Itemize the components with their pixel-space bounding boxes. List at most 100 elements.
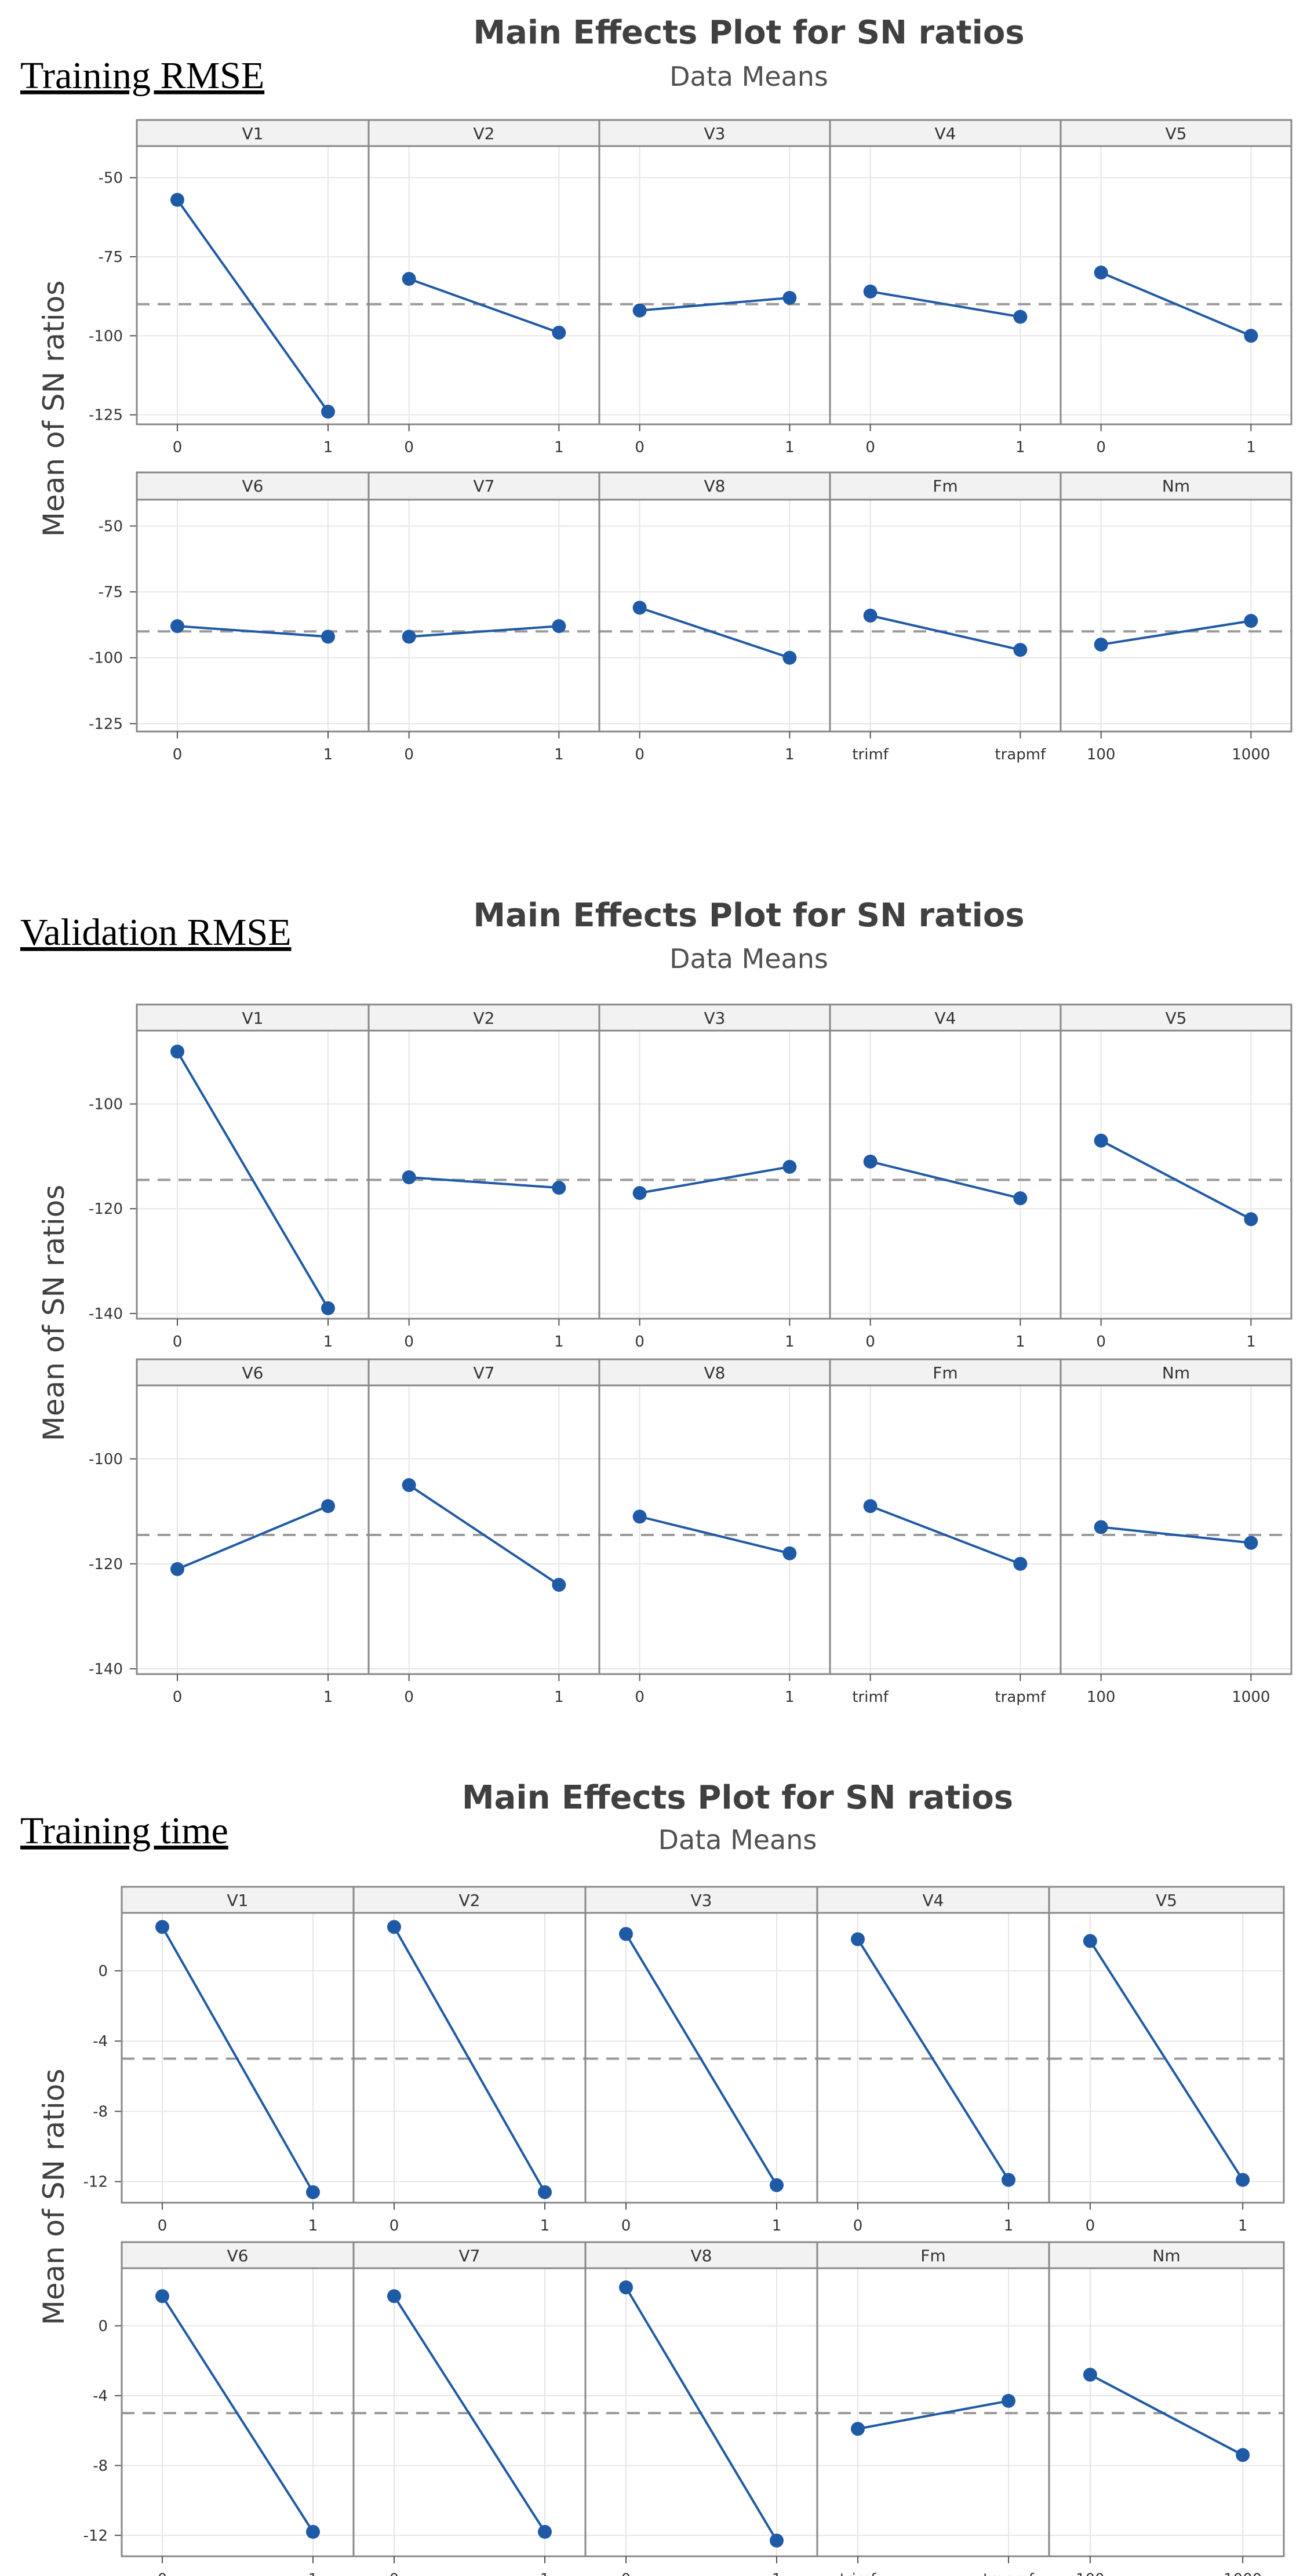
y-axis-label: Mean of SN ratios	[37, 2069, 71, 2326]
effect-line	[857, 2399, 1009, 2431]
panel-factor-name: Fm	[920, 2246, 945, 2265]
panel-factor-name: V3	[704, 1009, 726, 1028]
data-point	[321, 1499, 335, 1513]
chart-subtitle: Data Means	[669, 61, 828, 92]
x-tick-label: 1	[1015, 439, 1025, 456]
x-tick-label: 100	[1076, 2571, 1105, 2576]
panel-strip	[816, 2241, 1050, 2269]
panel-factor-name: V6	[242, 476, 264, 496]
data-point	[306, 2524, 320, 2539]
x-tick-label: 0	[404, 1689, 414, 1706]
data-point	[632, 601, 647, 615]
data-point	[863, 1154, 878, 1169]
data-point	[170, 1562, 184, 1576]
effect-line	[869, 1505, 1021, 1565]
x-tick-label: 0	[158, 2217, 168, 2235]
x-tick-label: 1	[1246, 1333, 1256, 1351]
y-tick-label: -125	[89, 407, 123, 424]
x-tick-label: 100	[1087, 746, 1116, 763]
panel-factor-name: V3	[691, 1891, 712, 1910]
panel-strip	[584, 1886, 818, 1914]
x-tick-label: 1000	[1224, 2571, 1262, 2576]
x-tick-label: 0	[1096, 439, 1106, 456]
panel-factor-name: V8	[704, 476, 726, 496]
data-point	[170, 1045, 184, 1059]
data-point	[155, 1920, 169, 1934]
data-point	[770, 2533, 784, 2548]
panel-frame	[829, 1384, 1062, 1675]
panel-strip	[136, 471, 370, 501]
data-point	[1094, 1133, 1108, 1148]
y-tick-label: -50	[99, 170, 123, 187]
data-point	[1244, 614, 1258, 628]
chart-title: Main Effects Plot for SN ratios	[462, 1779, 1013, 1817]
effect-line	[177, 625, 329, 638]
x-tick-label: 1	[1004, 2217, 1014, 2235]
panel-v6: V6 0 1	[136, 471, 370, 763]
panel-strip	[829, 1358, 1062, 1387]
x-tick-label: 0	[173, 1333, 183, 1351]
panel-v2: V2 0 1	[367, 1003, 600, 1351]
y-tick-label: -12	[83, 2527, 108, 2545]
x-tick-label: 0	[404, 746, 414, 763]
effect-line	[639, 1515, 790, 1555]
panel-strip	[1048, 1886, 1285, 1914]
panel-strip	[136, 119, 370, 147]
x-tick-label: 1	[1246, 439, 1256, 456]
y-tick-label: -100	[89, 650, 123, 667]
panel-v6: V6 0 1	[121, 2241, 355, 2576]
panel-strip	[352, 2241, 587, 2269]
panel-factor-name: V5	[1166, 1009, 1187, 1028]
panel-factor-name: V8	[704, 1363, 726, 1382]
data-point	[321, 405, 335, 419]
panel-factor-name: V7	[474, 476, 495, 496]
panel-v4: V4 0 1	[829, 1003, 1062, 1351]
data-point	[1013, 1556, 1028, 1571]
chart-title: Main Effects Plot for SN ratios	[473, 14, 1024, 52]
panel-v3: V3 0 1	[584, 1886, 818, 2235]
effect-line	[409, 625, 559, 638]
panel-factor-name: V4	[935, 1009, 956, 1028]
chart-training_rmse: Training RMSE Main Effects Plot for SN ra…	[20, 14, 1293, 763]
x-tick-label: 0	[173, 439, 183, 456]
effect-line	[176, 199, 329, 413]
x-tick-label: 0	[635, 1689, 645, 1706]
panel-factor-name: V1	[242, 1009, 264, 1028]
x-tick-label: 1	[554, 1689, 564, 1706]
x-tick-label: 1	[554, 746, 564, 763]
y-tick-label: -140	[89, 1305, 123, 1323]
data-point	[619, 2280, 633, 2295]
panel-v1: V1 0 1	[136, 119, 370, 456]
panel-v1: V1 0 1	[121, 1886, 355, 2235]
data-point	[1002, 2393, 1015, 2408]
panel-v2: V2 0 1	[367, 119, 600, 456]
x-tick-label: 0	[853, 2217, 863, 2235]
data-point	[632, 1186, 647, 1200]
x-tick-label: 0	[635, 1333, 645, 1351]
data-point	[552, 1181, 566, 1195]
x-tick-label: 1	[772, 2571, 782, 2576]
panel-factor-name: V5	[1156, 1891, 1177, 1910]
x-tick-label: 1	[308, 2571, 318, 2576]
panel-strip	[1048, 2241, 1285, 2269]
panel-v6: V6 0 1	[136, 1358, 370, 1706]
panel-nm: Nm 100 1000	[1048, 2241, 1285, 2576]
effect-line	[870, 614, 1021, 652]
x-tick-label: 1	[308, 2217, 318, 2235]
effect-line	[639, 296, 790, 312]
panel-frame	[1060, 145, 1293, 425]
panel-frame	[1048, 2267, 1285, 2557]
panel-factor-name: V2	[474, 124, 495, 143]
x-tick-label: 1000	[1232, 1689, 1270, 1706]
panel-frame	[1060, 1029, 1293, 1320]
y-tick-label: -100	[89, 328, 123, 345]
panel-factor-name: Nm	[1162, 476, 1190, 496]
panel-factor-name: Fm	[933, 1363, 958, 1382]
y-tick-label: -120	[89, 1556, 123, 1573]
data-point	[1083, 2367, 1097, 2382]
data-point	[1094, 638, 1108, 652]
panel-v7: V7 0 1	[352, 2241, 587, 2576]
x-tick-label: 0	[621, 2217, 631, 2235]
x-tick-label: 0	[173, 1689, 183, 1706]
